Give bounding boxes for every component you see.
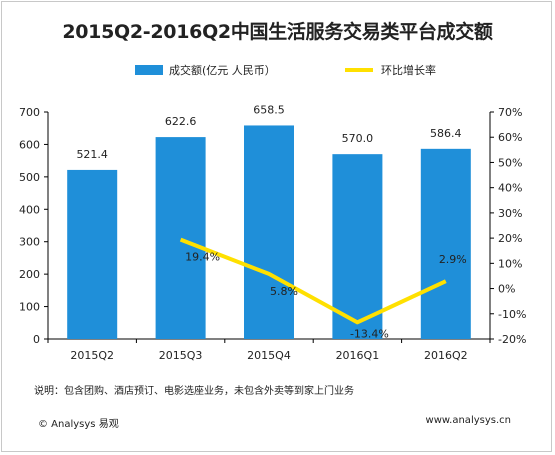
- footnote: 说明：包含团购、酒店预订、电影选座业务，未包含外卖等到家上门业务: [34, 386, 354, 397]
- y-left-tick-label: 300: [19, 236, 40, 249]
- y-right-tick-label: 30%: [498, 207, 522, 220]
- y-left-tick-label: 700: [19, 106, 40, 119]
- y-left-tick-label: 500: [19, 171, 40, 184]
- legend-label-bar: 成交额(亿元 人民币）: [169, 64, 276, 77]
- line-data-label: 2.9%: [439, 253, 467, 266]
- legend-label-line: 环比增长率: [381, 64, 436, 77]
- x-tick-label: 2016Q1: [336, 349, 380, 362]
- bar: [420, 148, 471, 339]
- y-right-tick-label: 50%: [498, 156, 522, 169]
- y-right-tick-label: 60%: [498, 131, 522, 144]
- x-tick-label: 2016Q2: [424, 349, 468, 362]
- y-right-tick-label: 40%: [498, 182, 522, 195]
- bar-data-label: 658.5: [253, 103, 285, 116]
- legend-bar-swatch: [135, 65, 163, 75]
- bar: [244, 125, 294, 339]
- y-right-tick-label: 10%: [498, 257, 522, 270]
- y-left-tick-label: 600: [19, 138, 40, 151]
- y-left-tick-label: 100: [19, 301, 40, 314]
- bar-data-label: 570.0: [342, 132, 374, 145]
- line-data-label: 5.8%: [270, 285, 298, 298]
- y-right-tick-label: 0%: [498, 283, 515, 296]
- y-left-tick-label: 400: [19, 203, 40, 216]
- x-tick-label: 2015Q3: [159, 349, 203, 362]
- legend-line-swatch: [345, 68, 373, 72]
- bar: [67, 169, 118, 339]
- line-data-label: -13.4%: [350, 327, 389, 340]
- bar-data-label: 521.4: [76, 148, 108, 161]
- bar: [332, 154, 383, 339]
- growth-line: [179, 237, 447, 325]
- y-left-tick-label: 200: [19, 268, 40, 281]
- chart-title: 2015Q2-2016Q2中国生活服务交易类平台成交额: [62, 21, 493, 43]
- source-url: www.analysys.cn: [425, 415, 511, 426]
- y-right-tick-label: -10%: [498, 308, 526, 321]
- legend: 成交额(亿元 人民币） 环比增长率: [0, 62, 555, 78]
- legend-item-line: 环比增长率: [345, 62, 436, 78]
- y-right-tick-label: 70%: [498, 106, 522, 119]
- line-data-label: 19.4%: [185, 251, 220, 264]
- x-tick-label: 2015Q4: [247, 349, 291, 362]
- copyright-text: © Analysys 易观: [38, 419, 119, 430]
- legend-item-bar: 成交额(亿元 人民币）: [135, 62, 276, 78]
- x-tick-label: 2015Q2: [70, 349, 114, 362]
- bar-data-label: 586.4: [430, 127, 462, 140]
- y-left-tick-label: 0: [33, 333, 40, 346]
- y-right-tick-label: -20%: [498, 333, 526, 346]
- bar-data-label: 622.6: [165, 115, 197, 128]
- y-right-tick-label: 20%: [498, 232, 522, 245]
- bar: [155, 137, 206, 339]
